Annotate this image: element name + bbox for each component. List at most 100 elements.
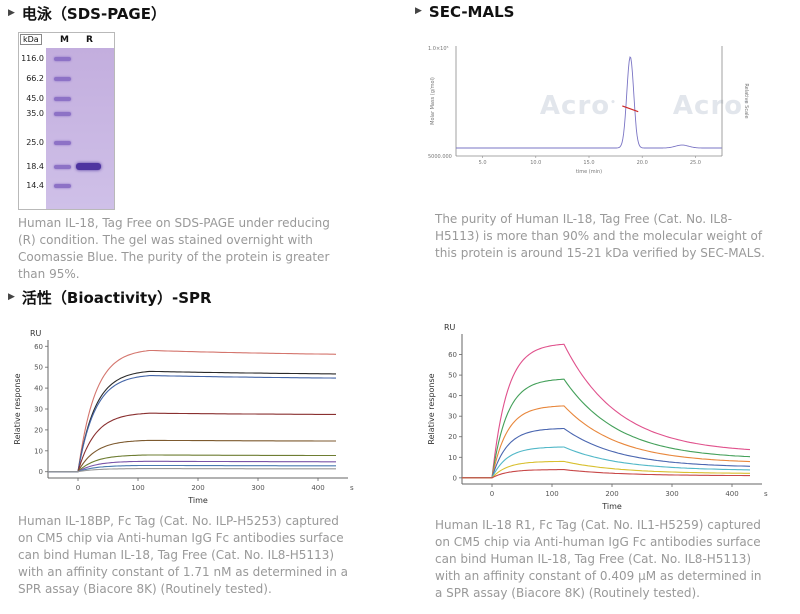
spr-x-axis-label: Time: [187, 496, 208, 505]
section-marker-icon: ▶: [8, 7, 15, 18]
spr-heading: ▶ 活性（Bioactivity）-SPR: [8, 287, 212, 308]
spr-response-curve: [48, 349, 337, 473]
spr-x-tick-label: 300: [251, 484, 264, 492]
sec-y-bottom-tick: 5000.000: [428, 154, 452, 160]
sec-mals-heading: ▶ SEC-MALS: [415, 3, 514, 21]
gel-ladder-weight: 25.0: [26, 137, 44, 147]
sec-y-left-axis-label: Molar Mass (g/mol): [430, 77, 436, 125]
acro-watermark: Acro•: [540, 91, 617, 121]
spr-left-caption: Human IL-18BP, Fc Tag (Cat. No. ILP-H525…: [18, 514, 349, 596]
sds-page-caption: Human IL-18, Tag Free on SDS-PAGE under …: [18, 216, 330, 281]
spr-y-axis-label: Relative response: [427, 373, 436, 444]
gel-lane-label-m: M: [60, 35, 69, 45]
gel-marker-band: [54, 165, 71, 170]
gel-ladder-weight: 45.0: [26, 93, 44, 103]
sec-mals-chart: Acro• Acro• 5.0 10.0 15.0 20.0 25.0 time (min) M…: [426, 38, 750, 178]
spr-y-tick-label: 20: [448, 433, 457, 441]
spr-y-tick-label: 50: [34, 364, 43, 372]
sec-y-right-axis-label: Relative Scale: [743, 83, 749, 118]
spr-x-tick-label: 200: [605, 490, 618, 498]
spr-response-curve: [462, 343, 751, 479]
sec-uv-trace: [456, 56, 722, 149]
spr-sensorgram-il18r1: 0 100 200 300 400 0 10 20 30 40 50 60 RU Relative res…: [424, 320, 776, 514]
spr-response-curve: [462, 378, 751, 479]
spr-response-curve: [462, 469, 750, 479]
spr-response-curve: [48, 460, 336, 473]
sec-mals-title: SEC-MALS: [428, 3, 515, 21]
gel-ladder-labels: 116.0 66.2 45.0 35.0 25.0 18.4 14.4: [19, 48, 46, 209]
gel-ladder-weight: 116.0: [21, 53, 44, 63]
sds-page-title: 电泳（SDS-PAGE）: [21, 5, 166, 23]
gel-area: [46, 48, 114, 209]
gel-marker-band: [54, 184, 71, 189]
spr-response-curve: [48, 464, 336, 473]
spr-y-tick-label: 40: [448, 392, 457, 400]
sec-molar-mass-trace: [622, 105, 639, 113]
gel-marker-band: [54, 112, 71, 116]
spr-x-tick-label: 300: [665, 490, 678, 498]
spr-y-tick-label: 10: [34, 447, 43, 455]
sec-x-tick-label: 15.0: [583, 160, 594, 166]
spr-y-tick-label: 60: [34, 343, 43, 351]
spr-response-curve: [48, 468, 336, 473]
sec-x-tick-label: 10.0: [530, 160, 541, 166]
spr-y-tick-label: 0: [39, 468, 43, 476]
sec-mals-caption: The purity of Human IL-18, Tag Free (Cat…: [435, 212, 765, 260]
sec-x-tick-label: 25.0: [690, 160, 701, 166]
spr-x-tick-label: 400: [725, 490, 738, 498]
spr-response-curve: [48, 454, 336, 473]
gel-ladder-weight: 35.0: [26, 109, 44, 118]
spr-response-curve: [462, 460, 750, 479]
gel-marker-band: [54, 76, 71, 81]
section-marker-icon: ▶: [415, 6, 422, 16]
gel-body: 116.0 66.2 45.0 35.0 25.0 18.4 14.4: [19, 48, 114, 209]
spr-y-tick-label: 0: [453, 474, 457, 482]
gel-header: kDa M R: [19, 33, 114, 48]
spr-x-unit-label: s: [764, 490, 768, 498]
spr-y-tick-label: 20: [34, 426, 43, 434]
spr-y-tick-label: 40: [34, 385, 43, 393]
spr-right-caption: Human IL-18 R1, Fc Tag (Cat. No. IL1-H52…: [435, 518, 762, 600]
spr-response-curve: [462, 427, 751, 479]
spr-response-curve: [48, 374, 336, 473]
acro-watermark: Acro•: [673, 91, 750, 121]
gel-ladder-weight: 66.2: [26, 73, 44, 83]
spr-response-curve: [48, 439, 336, 473]
spr-title: 活性（Bioactivity）-SPR: [21, 289, 212, 307]
gel-lane-label-r: R: [86, 35, 93, 45]
spr-sensorgram-il18bp: 0 100 200 300 400 0 10 20 30 40 50 60 RU Relative res…: [10, 326, 362, 508]
spr-x-tick-label: 200: [191, 484, 204, 492]
spr-x-tick-label: 0: [76, 484, 80, 492]
spr-y-tick-label: 10: [448, 454, 457, 462]
spr-response-curve: [48, 370, 336, 473]
spr-response-curve: [462, 405, 751, 479]
gel-kda-label: kDa: [20, 34, 42, 45]
spr-y-tick-label: 30: [448, 413, 457, 421]
spr-response-curve: [462, 446, 751, 479]
spr-y-tick-label: 50: [448, 372, 457, 380]
gel-marker-band: [54, 140, 71, 145]
gel-sample-band: [76, 163, 101, 171]
gel-ladder-weight: 14.4: [26, 181, 44, 191]
sec-x-axis-label: time (min): [576, 169, 602, 175]
spr-y-tick-label: 60: [448, 351, 457, 359]
spr-x-tick-label: 0: [490, 490, 494, 498]
spr-y-tick-label: 30: [34, 406, 43, 414]
sec-y-top-tick: 1.0×10⁵: [428, 46, 449, 52]
spr-y-axis-label: Relative response: [13, 373, 22, 444]
spr-x-tick-label: 100: [131, 484, 144, 492]
sds-page-heading: ▶ 电泳（SDS-PAGE）: [8, 3, 166, 24]
spr-ru-label: RU: [444, 323, 456, 332]
spr-x-unit-label: s: [350, 484, 354, 492]
gel-marker-band: [54, 56, 71, 61]
gel-ladder-weight: 18.4: [26, 162, 44, 172]
spr-x-axis-label: Time: [601, 502, 622, 511]
sds-gel-figure: kDa M R 116.0 66.2 45.0 35.0 25.0 18.4 14.4: [18, 32, 115, 210]
spr-x-tick-label: 400: [311, 484, 324, 492]
spr-ru-label: RU: [30, 329, 42, 338]
section-marker-icon: ▶: [8, 291, 15, 302]
sec-x-tick-label: 5.0: [479, 160, 487, 166]
sec-x-tick-label: 20.0: [637, 160, 648, 166]
spr-x-tick-label: 100: [545, 490, 558, 498]
